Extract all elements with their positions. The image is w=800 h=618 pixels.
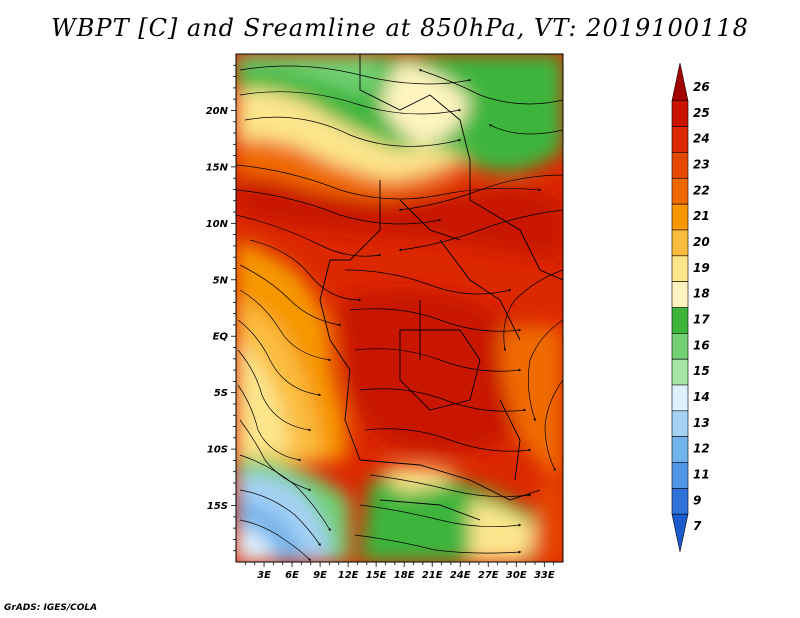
lon-tick-label: 6E (285, 570, 299, 581)
colorbar-swatch (671, 152, 689, 179)
colorbar-swatch (671, 436, 689, 463)
streamlines (236, 65, 563, 561)
lat-tick-label: 5N (213, 275, 229, 286)
colorbar-label: 7 (693, 519, 702, 533)
colorbar-swatch (671, 462, 689, 489)
colorbar-label: 18 (693, 287, 710, 301)
colorbar-label: 17 (693, 313, 710, 327)
colorbar-label: 11 (693, 468, 710, 482)
lon-tick-label: 30E (506, 570, 527, 581)
colorbar-swatch (671, 62, 689, 102)
colorbar-label: 20 (693, 235, 710, 249)
credit-text: GrADS: IGES/COLA (4, 603, 98, 613)
colorbar-swatch (671, 100, 689, 127)
colorbar-swatch (671, 126, 689, 153)
colorbar-label: 24 (693, 132, 710, 146)
colorbar-label: 25 (693, 106, 710, 120)
colorbar-label: 9 (693, 493, 701, 507)
lon-tick-label: 21E (422, 570, 443, 581)
lon-tick-label: 33E (534, 570, 555, 581)
colorbar-swatch (671, 410, 689, 437)
lat-tick-label: 10N (206, 219, 229, 230)
lat-tick-label: EQ (213, 332, 229, 343)
colorbar-swatch (671, 203, 689, 231)
lat-tick-label: 15N (206, 162, 229, 173)
colorbar-swatch (671, 333, 689, 360)
lon-tick-label: 3E (257, 570, 271, 581)
map-title: WBPT [C] and Sreamline at 850hPa, VT: 20… (51, 14, 749, 42)
colorbar-swatch (671, 488, 689, 515)
colorbar-swatch (671, 307, 689, 334)
colorbar-swatch (671, 255, 689, 282)
colorbar-label: 22 (693, 183, 710, 197)
colorbar-swatch (671, 358, 689, 386)
longitude-axis: 3E 6E 9E 12E 15E 18E 21E 24E 27E 30E 33E (244, 562, 555, 581)
lat-tick-label: 20N (206, 106, 229, 117)
wbpt-shaded-field (236, 54, 563, 562)
colorbar-label: 14 (693, 390, 710, 404)
lon-tick-label: 24E (450, 570, 471, 581)
lat-tick-label: 10S (207, 445, 228, 456)
colorbar-swatch (671, 281, 689, 308)
colorbar-swatch (671, 384, 689, 412)
colorbar-label: 19 (693, 261, 710, 275)
lon-tick-label: 9E (313, 570, 327, 581)
colorbar-swatch (671, 513, 689, 553)
colorbar-swatch (671, 229, 689, 257)
colorbar-label: 15 (693, 364, 710, 378)
colorbar-label: 12 (693, 442, 710, 456)
lon-tick-label: 27E (478, 570, 499, 581)
latitude-axis: 20N 15N 10N 5N EQ 5S 10S 15S (206, 64, 236, 552)
lat-tick-label: 5S (214, 388, 228, 399)
colorbar-label: 16 (693, 338, 710, 352)
lon-tick-label: 12E (338, 570, 359, 581)
colorbar: 26 25 24 23 22 21 20 19 18 17 16 15 14 13 12 11 9 7 (671, 62, 710, 553)
colorbar-label: 23 (693, 158, 710, 172)
colorbar-swatch (671, 178, 689, 205)
colorbar-label: 13 (693, 416, 710, 430)
country-borders (319, 54, 563, 521)
lon-tick-label: 18E (394, 570, 415, 581)
colorbar-label: 21 (693, 209, 710, 223)
lon-tick-label: 15E (366, 570, 387, 581)
colorbar-label: 26 (693, 80, 710, 94)
lat-tick-label: 15S (207, 501, 228, 512)
map-frame (235, 53, 564, 563)
